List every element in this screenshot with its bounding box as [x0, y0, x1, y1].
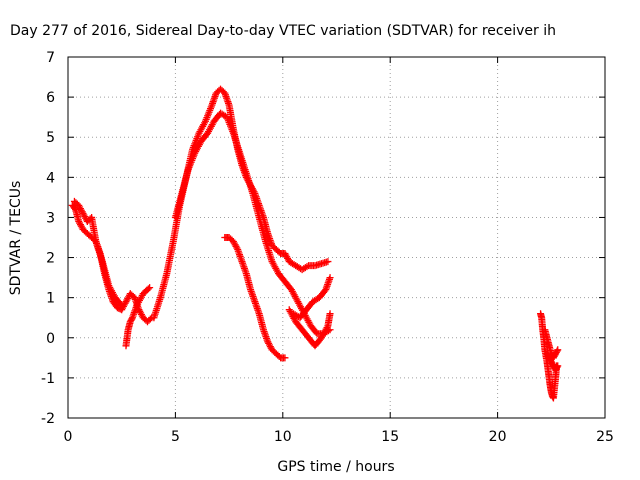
series-4: [171, 109, 334, 338]
data-point: [554, 346, 562, 354]
data-point: [281, 354, 289, 362]
data-point: [128, 315, 136, 323]
y-tick-label: -2: [41, 411, 55, 427]
chart-title: Day 277 of 2016, Sidereal Day-to-day VTE…: [10, 23, 556, 39]
axis-ticks: 0 5 10 15 20 25 -2 -1 0 1 2 3 4 5 6 7: [41, 50, 614, 445]
series-1: [70, 197, 126, 310]
y-tick-label: 1: [46, 291, 55, 307]
data-point: [233, 244, 241, 252]
plot-frame: [67, 56, 606, 419]
series-2: [122, 284, 154, 350]
data-marks: [68, 85, 562, 402]
y-tick-label: -1: [41, 371, 55, 387]
data-point: [324, 258, 332, 266]
x-tick-label: 10: [274, 429, 292, 445]
series-10: [543, 350, 562, 374]
y-tick-label: 5: [46, 130, 55, 146]
data-point: [553, 363, 561, 371]
x-tick-label: 20: [489, 429, 507, 445]
x-tick-label: 0: [64, 429, 73, 445]
y-tick-label: 7: [46, 50, 55, 66]
data-point: [554, 362, 562, 370]
series-5: [221, 234, 289, 362]
data-point: [303, 263, 311, 271]
data-point: [326, 274, 334, 282]
series-3: [150, 85, 332, 322]
data-point: [118, 302, 126, 310]
y-axis-label: SDTVAR / TECUs: [8, 181, 24, 296]
x-tick-label: 5: [171, 429, 180, 445]
y-tick-label: 0: [46, 331, 55, 347]
data-point: [326, 310, 334, 318]
data-point: [117, 300, 125, 308]
series-6: [285, 306, 334, 350]
y-tick-label: 4: [46, 170, 55, 186]
x-axis-label: GPS time / hours: [277, 459, 394, 475]
x-tick-label: 15: [381, 429, 399, 445]
y-tick-label: 2: [46, 251, 55, 267]
y-tick-label: 3: [46, 210, 55, 226]
series-7: [290, 274, 334, 322]
data-point: [553, 347, 561, 355]
data-point: [146, 315, 154, 323]
data-point: [146, 284, 154, 292]
data-point: [144, 285, 152, 293]
y-tick-label: 6: [46, 90, 55, 106]
data-point: [70, 204, 78, 212]
series-0: [68, 201, 156, 326]
x-tick-label: 25: [596, 429, 614, 445]
series-9: [541, 326, 562, 362]
grid-lines: [68, 57, 605, 418]
